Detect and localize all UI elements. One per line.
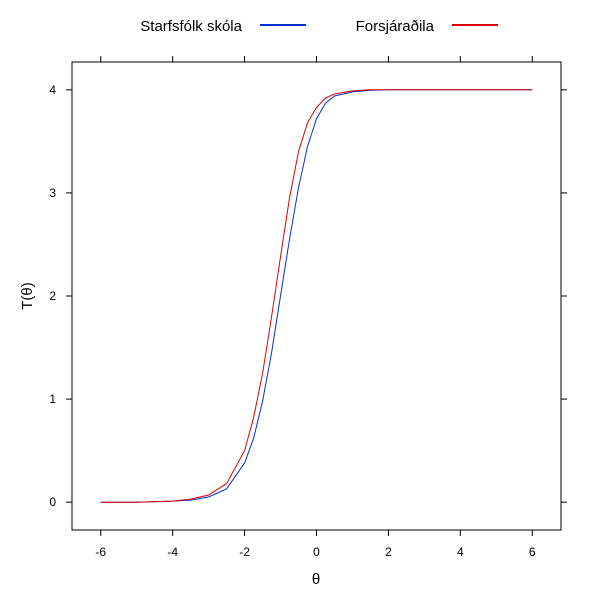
x-axis-title: θ [312,571,320,588]
legend-label-1: Starfsfólk skóla [140,18,242,35]
series-lines [100,89,533,503]
y-tick-label: 2 [49,289,56,303]
x-tick-label: -2 [239,545,250,559]
y-axis: 0 1 2 3 4 [49,83,567,509]
y-axis-title: T(θ) [19,282,36,310]
plot-frame [71,61,562,531]
x-tick-label: 0 [313,545,320,559]
series-line-1 [100,89,533,503]
y-tick-label: 3 [49,186,56,200]
legend: Starfsfólk skóla Forsjáraðila [140,18,498,35]
y-tick-label: 1 [49,392,56,406]
series-line-2 [100,89,533,503]
x-tick-label: -4 [167,545,178,559]
y-tick-label: 0 [49,495,56,509]
x-tick-label: 4 [457,545,464,559]
x-tick-label: 2 [385,545,392,559]
y-tick-label: 4 [49,83,56,97]
x-tick-label: 6 [529,545,536,559]
x-tick-label: -6 [95,545,106,559]
x-axis: -6 -4 -2 0 2 4 6 [95,56,536,559]
legend-label-2: Forsjáraðila [356,18,435,35]
